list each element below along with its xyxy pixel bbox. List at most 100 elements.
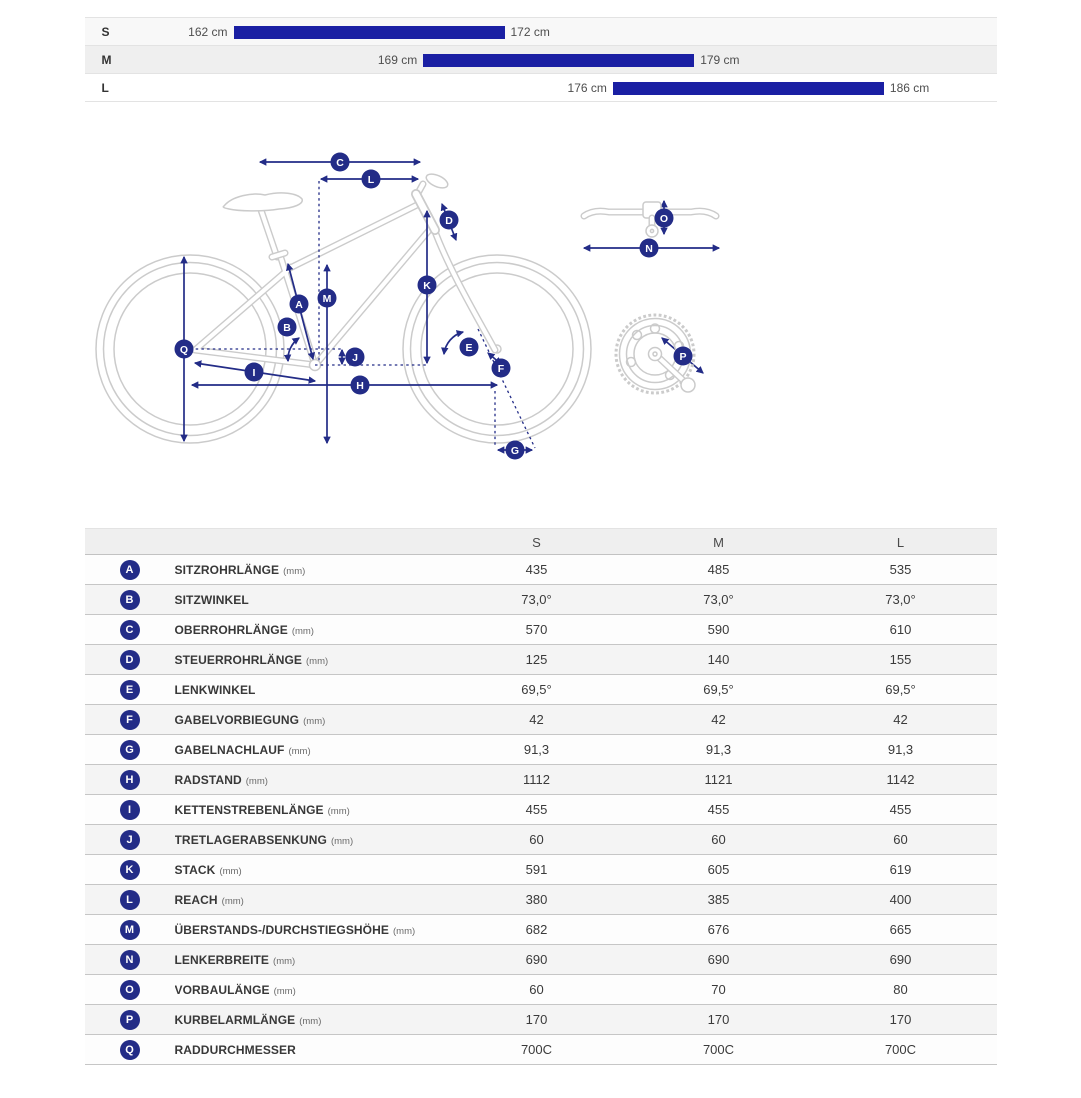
row-label: REACH [174,893,218,907]
table-row: H RADSTAND (mm) 1112 1121 1142 [84,765,997,795]
row-letter-badge: H [119,769,140,790]
head-tube [410,189,440,235]
badge-i: I [244,362,263,382]
table-row: G GABELNACHLAUF (mm) 91,3 91,3 91,3 [84,735,997,765]
value-m: 73,0° [703,592,734,607]
value-s: 42 [529,712,544,727]
badge-a: A [289,294,308,314]
value-m: 676 [707,922,730,937]
value-l: 455 [889,802,912,817]
row-unit: (mm) [306,656,329,667]
row-label: ÜBERSTANDS-/DURCHSTIEGSHÖHE [174,923,389,937]
row-letter-badge: F [119,709,140,730]
value-l: 610 [889,622,912,637]
table-row: E LENKWINKEL 69,5° 69,5° 69,5° [84,675,997,705]
saddle [221,192,303,212]
badge-p: P [673,346,692,366]
value-l: 73,0° [885,592,916,607]
value-l: 535 [889,562,912,577]
pedal-axle [679,377,696,393]
row-letter-badge: Q [119,1039,140,1060]
table-row: A SITZROHRLÄNGE (mm) 435 485 535 [84,555,997,585]
value-m: 385 [707,892,730,907]
row-letter-badge: P [119,1009,140,1030]
badge-b: B [277,317,296,337]
badge-f: F [491,358,510,378]
value-s: 125 [525,652,548,667]
value-l: 665 [889,922,912,937]
height-min-label: 176 cm [567,80,607,95]
value-m: 91,3 [705,742,732,757]
value-m: 42 [711,712,726,727]
seat-clamp [268,249,288,261]
size-row: L 176 cm 186 cm [84,74,997,102]
badge-q: Q [174,339,193,359]
value-s: 73,0° [521,592,552,607]
table-row: L REACH (mm) 380 385 400 [84,885,997,915]
geometry-page: S 162 cm 172 cm M 169 cm 179 cm L 176 cm… [84,17,997,1065]
row-letter-badge: E [119,679,140,700]
handlebar-top-view [580,201,719,238]
svg-text:D: D [445,215,453,227]
value-s: 690 [525,952,548,967]
value-l: 400 [889,892,912,907]
svg-text:L: L [367,174,374,186]
size-label: S [101,24,110,39]
geometry-diagram: A B C D E F G H I J K L M N O P Q [94,152,720,460]
table-row: D STEUERROHRLÄNGE (mm) 125 140 155 [84,645,997,675]
diagram-section: A B C D E F G H I J K L M N O P Q [85,107,997,484]
row-letter-badge: B [119,589,140,610]
value-l: 155 [889,652,912,667]
value-s: 380 [525,892,548,907]
value-s: 591 [525,862,548,877]
value-m: 590 [707,622,730,637]
value-l: 60 [893,832,908,847]
badge-j: J [345,347,364,367]
arrow-e-arc [440,330,464,356]
value-l: 690 [889,952,912,967]
row-unit: (mm) [273,986,296,997]
row-label: SITZROHRLÄNGE [174,563,280,577]
badge-m: M [317,288,336,308]
row-letter-badge: L [119,889,140,910]
value-l: 91,3 [887,742,914,757]
badge-g: G [505,440,524,460]
row-label: VORBAULÄNGE [174,983,270,997]
column-header-l: L [896,535,905,550]
value-s: 682 [525,922,548,937]
svg-text:K: K [423,280,431,292]
row-unit: (mm) [291,626,314,637]
svg-text:G: G [510,445,518,457]
value-m: 485 [707,562,730,577]
row-label: GABELVORBIEGUNG [174,713,300,727]
value-s: 69,5° [521,682,552,697]
svg-text:C: C [336,157,344,169]
table-row: B SITZWINKEL 73,0° 73,0° 73,0° [84,585,997,615]
row-unit: (mm) [393,926,416,937]
svg-text:N: N [645,243,653,255]
row-unit: (mm) [327,806,350,817]
value-s: 91,3 [523,742,550,757]
value-l: 80 [893,982,908,997]
size-label: M [101,52,112,67]
svg-text:F: F [497,363,504,375]
table-body: A SITZROHRLÄNGE (mm) 435 485 535 B SITZWI… [84,555,997,1065]
height-range-bar [233,25,505,39]
value-m: 1121 [704,772,733,787]
row-unit: (mm) [245,776,268,787]
value-l: 69,5° [885,682,916,697]
value-m: 140 [707,652,730,667]
row-label: LENKWINKEL [174,683,256,697]
height-range-bar [423,53,695,67]
diagram-badges: A B C D E F G H I J K L M N O P Q [174,152,692,460]
column-header-s: S [532,535,541,550]
table-row: O VORBAULÄNGE (mm) 60 70 80 [84,975,997,1005]
value-l: 170 [889,1012,912,1027]
row-letter-badge: A [119,559,140,580]
badge-c: C [330,152,349,172]
row-label: GABELNACHLAUF [174,743,285,757]
table-row: N LENKERBREITE (mm) 690 690 690 [84,945,997,975]
value-s: 700C [520,1042,553,1057]
row-letter-badge: D [119,649,140,670]
header-spacer-label [175,529,446,554]
